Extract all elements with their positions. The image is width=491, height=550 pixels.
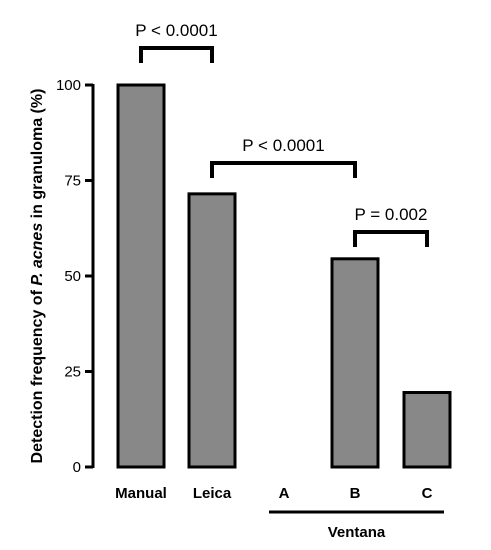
significance-bracket: [139, 46, 214, 63]
y-axis-label-part-2: P. acnes: [29, 223, 46, 286]
group-bracket: Ventana: [269, 510, 444, 541]
x-tick-labels: Manual Leica A B C: [115, 485, 432, 502]
bar-manual: [116, 83, 166, 469]
y-tick-label: 75: [64, 173, 81, 190]
y-ticks: 0 25 50 75 100: [56, 77, 93, 476]
bars: [116, 83, 452, 469]
x-tick-label: Leica: [193, 485, 232, 502]
x-tick-label: B: [350, 485, 361, 502]
significance-annotations: P < 0.0001 P < 0.0001 P = 0.002: [135, 21, 429, 247]
y-tick-label: 100: [56, 77, 81, 94]
x-tick-label: A: [279, 485, 290, 502]
significance-bracket: [353, 230, 429, 247]
bar-c: [402, 391, 452, 469]
y-axis-label-part-1: Detection frequency of: [29, 286, 46, 464]
y-axis-label-part-3: in granuloma (%): [29, 89, 46, 223]
p-value-label: P < 0.0001: [135, 21, 217, 40]
significance-bracket: [210, 161, 357, 178]
bar-b: [330, 257, 380, 469]
y-tick-label: 0: [73, 459, 81, 476]
x-tick-label: Manual: [115, 485, 167, 502]
ventana-group-label: Ventana: [328, 524, 386, 541]
p-value-label: P < 0.0001: [242, 136, 324, 155]
y-tick-label: 25: [64, 364, 81, 381]
y-tick-label: 50: [64, 268, 81, 285]
y-axis-label: Detection frequency of P. acnes in granu…: [29, 89, 46, 464]
x-tick-label: C: [422, 485, 433, 502]
p-value-label: P = 0.002: [355, 205, 428, 224]
bar-leica: [187, 192, 237, 469]
